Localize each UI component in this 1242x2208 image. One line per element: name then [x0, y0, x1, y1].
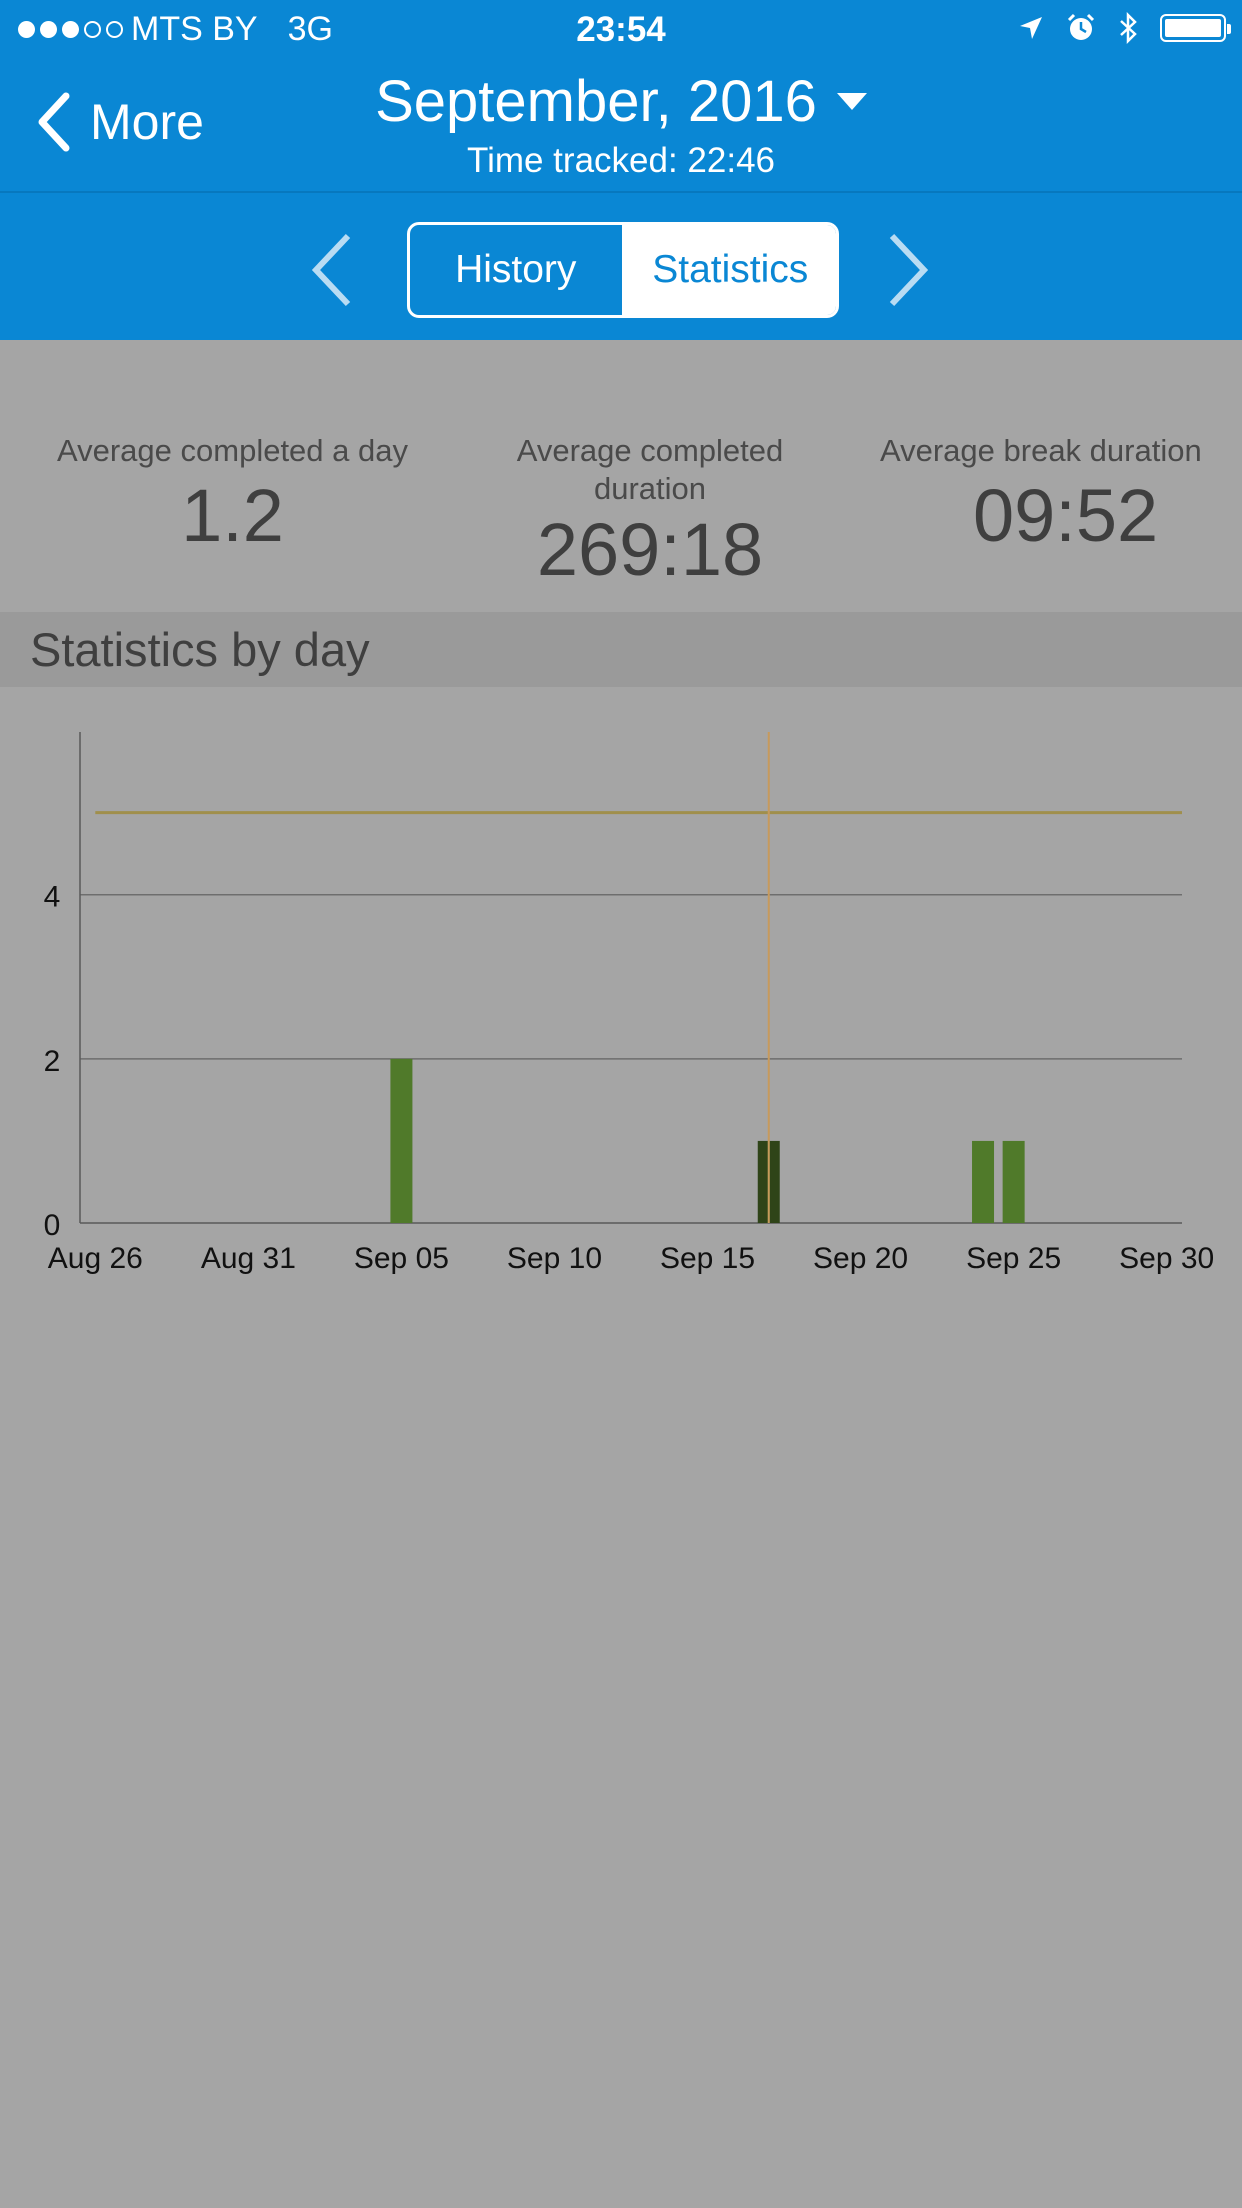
- status-right: [1018, 12, 1231, 44]
- y-tick-label: 4: [44, 881, 61, 914]
- stat-avg-break-duration: Average break duration 09:52: [880, 432, 1242, 556]
- x-tick-label: Sep 25: [966, 1242, 1061, 1275]
- battery-fill: [1165, 19, 1221, 37]
- signal-dot: [18, 21, 35, 38]
- x-tick-label: Sep 10: [507, 1242, 602, 1275]
- stat-label: Average completed a day: [57, 433, 408, 468]
- stat-label: Average completed duration: [516, 433, 784, 506]
- signal-strength-icon: [18, 21, 123, 38]
- x-tick-label: Sep 30: [1119, 1242, 1214, 1275]
- stat-avg-completed-duration: Average completed duration 269:18: [470, 432, 830, 590]
- signal-dot: [84, 21, 101, 38]
- stat-value: 09:52: [973, 474, 1159, 557]
- month-picker[interactable]: September, 2016: [375, 68, 867, 135]
- title-block: September, 2016 Time tracked: 22:46: [0, 68, 1242, 181]
- signal-dot: [40, 21, 57, 38]
- signal-dot: [106, 21, 123, 38]
- stat-value: 1.2: [181, 474, 284, 557]
- section-header: Statistics by day: [0, 612, 1242, 687]
- stat-value: 269:18: [536, 508, 764, 591]
- x-tick-label: Sep 15: [660, 1242, 755, 1275]
- y-tick-label: 0: [44, 1209, 61, 1242]
- daily-statistics-chart[interactable]: 0 2 4 Aug 26 Aug 31 Sep 05 Sep 10 Sep 15 Sep 20 S…: [0, 687, 1242, 1307]
- stat-label: Average break duration: [880, 433, 1202, 468]
- alarm-clock-icon: [1067, 13, 1095, 40]
- section-title: Statistics by day: [30, 623, 370, 676]
- x-tick-label: Sep 05: [354, 1242, 449, 1275]
- page-title: September, 2016: [375, 69, 817, 134]
- x-tick-label: Aug 26: [48, 1242, 143, 1275]
- clock: 23:54: [576, 10, 666, 49]
- tab-history[interactable]: History: [410, 225, 625, 315]
- carrier-name: MTS BY: [131, 10, 258, 48]
- network-type: 3G: [287, 10, 333, 48]
- caret-down-icon: [836, 93, 867, 110]
- time-tracked: Time tracked: 22:46: [466, 141, 775, 180]
- x-tick-label: Sep 20: [813, 1242, 908, 1275]
- status-bar: MTS BY 3G 23:54: [0, 0, 1242, 62]
- x-tick-label: Aug 31: [201, 1242, 296, 1275]
- summary-panel: Average completed a day 1.2 Average comp…: [0, 340, 1242, 612]
- header: MTS BY 3G 23:54 Mor: [0, 0, 1242, 340]
- signal-dot: [62, 21, 79, 38]
- segment-row: History Statistics: [0, 218, 1242, 322]
- chart-bar: [972, 1140, 995, 1223]
- next-month-button[interactable]: [882, 230, 934, 310]
- header-divider: [0, 191, 1242, 193]
- stat-avg-completed-day: Average completed a day 1.2: [20, 432, 445, 556]
- back-label: More: [90, 94, 204, 150]
- location-arrow-icon: [1020, 17, 1042, 39]
- chart-bar: [1002, 1140, 1025, 1223]
- chart-bar: [390, 1058, 413, 1223]
- segmented-control: History Statistics: [407, 222, 839, 318]
- status-left: MTS BY 3G: [18, 10, 333, 49]
- chevron-left-icon: [38, 92, 70, 152]
- y-tick-label: 2: [44, 1045, 61, 1078]
- previous-month-button[interactable]: [306, 230, 358, 310]
- tab-statistics[interactable]: Statistics: [624, 225, 836, 315]
- battery-nub: [1227, 24, 1231, 34]
- bluetooth-icon: [1120, 12, 1137, 44]
- back-button[interactable]: More: [36, 92, 204, 152]
- battery-icon: [1160, 14, 1231, 42]
